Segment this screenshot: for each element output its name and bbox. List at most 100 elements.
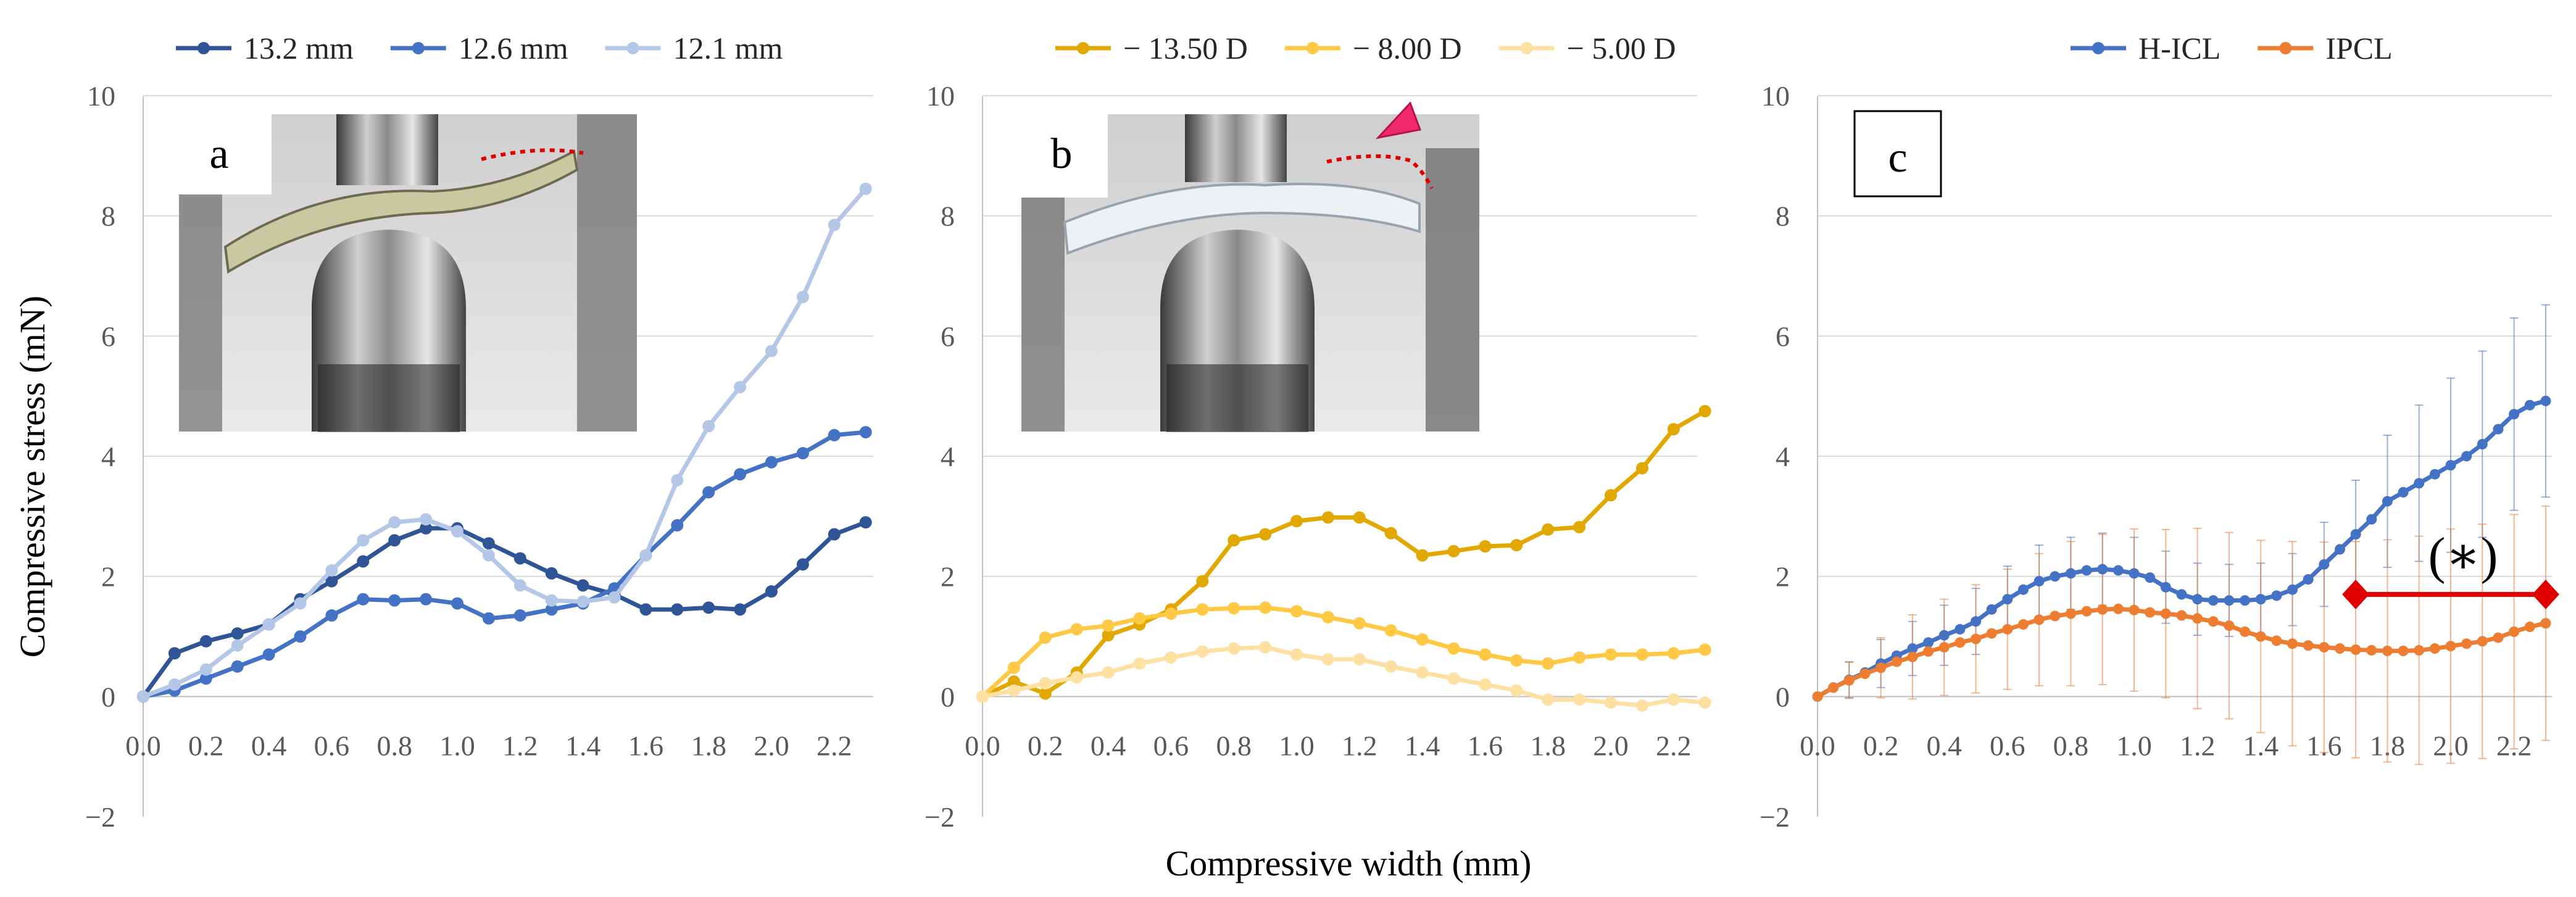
data-point (1290, 648, 1303, 661)
data-point (2160, 582, 2171, 593)
data-point (2129, 568, 2140, 579)
data-point (1259, 601, 1272, 614)
data-point (2034, 575, 2045, 586)
data-point (388, 516, 401, 529)
x-tick-label: 0.4 (1091, 730, 1126, 761)
data-point (199, 663, 212, 676)
data-point (482, 537, 495, 550)
data-point (325, 609, 338, 622)
legend-b: − 13.50 D − 8.00 D − 5.00 D (1055, 31, 1676, 65)
data-point (2050, 571, 2061, 582)
data-point (2129, 604, 2140, 615)
data-point (1923, 646, 1934, 657)
data-point (796, 558, 809, 571)
data-point (2097, 564, 2108, 575)
y-tick-label: 2 (101, 561, 115, 593)
data-point (2176, 610, 2187, 621)
y-tick-label: −2 (924, 801, 955, 833)
series-line-12-1-mm (142, 187, 868, 699)
legend-marker (626, 42, 639, 54)
data-point (1938, 642, 1950, 653)
data-point (2113, 603, 2124, 614)
data-point (2540, 395, 2551, 406)
data-point (1923, 637, 1934, 648)
panel-b: 10 8 6 4 2 0 −2 0.0 0.2 0.4 0.6 0.8 1.0 1.2 1.4 1.6 1.8 2… (924, 31, 1711, 833)
data-point (1196, 645, 1209, 658)
x-tick-label: 0.2 (1028, 730, 1063, 761)
inset-photo-a (179, 114, 637, 432)
x-tick-label: 0.8 (2053, 730, 2089, 761)
data-point (1102, 619, 1115, 632)
y-tick-label: 6 (101, 320, 115, 352)
data-point (545, 567, 558, 580)
data-point (420, 522, 433, 535)
data-point (1353, 617, 1366, 630)
data-point (608, 591, 621, 604)
data-point (482, 549, 495, 562)
data-point (1259, 528, 1272, 541)
data-point (1876, 662, 1887, 674)
data-point (325, 564, 338, 577)
data-point (639, 603, 652, 616)
x-tick-label: 1.8 (691, 730, 726, 761)
data-point (1133, 657, 1146, 670)
x-tick-label: 0.2 (1863, 730, 1899, 761)
data-point (1859, 668, 1871, 679)
data-point (1843, 675, 1855, 686)
data-point (1605, 648, 1617, 661)
data-point (2050, 611, 2061, 622)
x-tick-label: 0.0 (125, 730, 161, 761)
legend-marker (1306, 42, 1319, 54)
data-point (2334, 643, 2345, 654)
data-point (2334, 544, 2345, 555)
data-point (1667, 423, 1680, 436)
data-point (1228, 602, 1240, 615)
x-tick-label: 1.2 (1342, 730, 1377, 761)
data-point (2176, 589, 2187, 600)
x-tick-label: 2.2 (1656, 730, 1692, 761)
data-point (2240, 626, 2251, 637)
data-point (1971, 633, 1981, 645)
data-point (2366, 514, 2377, 525)
data-point (734, 381, 747, 394)
data-point (2002, 594, 2013, 605)
data-point (1070, 623, 1083, 636)
data-point (2477, 636, 2488, 647)
x-tick-label: 1.6 (1468, 730, 1503, 761)
data-point (1479, 678, 1492, 691)
data-point (765, 456, 778, 469)
data-point (702, 601, 715, 614)
series-line-13-2-mm (141, 520, 866, 698)
data-point (1667, 647, 1680, 660)
data-point (2429, 469, 2440, 480)
data-point (1812, 691, 1823, 702)
series-line-8-00-d (981, 605, 1706, 698)
data-point (702, 420, 715, 433)
data-point (1102, 629, 1115, 642)
x-tick-label: 1.2 (2180, 730, 2216, 761)
panel-label-c: c (1888, 134, 1907, 181)
data-point (357, 534, 370, 547)
data-point (734, 468, 747, 481)
data-point (2224, 595, 2235, 606)
data-point (2081, 565, 2092, 576)
legend-label: − 8.00 D (1353, 31, 1462, 65)
data-point (1573, 651, 1586, 664)
y-tick-label: 10 (87, 80, 115, 112)
data-point (671, 603, 684, 616)
significance-label: (∗) (2428, 527, 2498, 585)
data-point (2382, 645, 2393, 656)
data-point (2145, 607, 2156, 618)
data-point (2350, 644, 2361, 655)
series-line-13-50-d (981, 409, 1706, 699)
arrow-marker-icon (1375, 101, 1422, 140)
legend-label: 13.2 mm (244, 31, 354, 65)
data-point (702, 486, 715, 499)
data-point (2017, 619, 2029, 630)
y-tick-label: 4 (1776, 441, 1790, 472)
data-point (2493, 632, 2504, 643)
x-tick-label: 1.8 (1530, 730, 1566, 761)
x-tick-label: 1.2 (502, 730, 538, 761)
data-point (2065, 568, 2076, 579)
data-point (1667, 693, 1680, 706)
